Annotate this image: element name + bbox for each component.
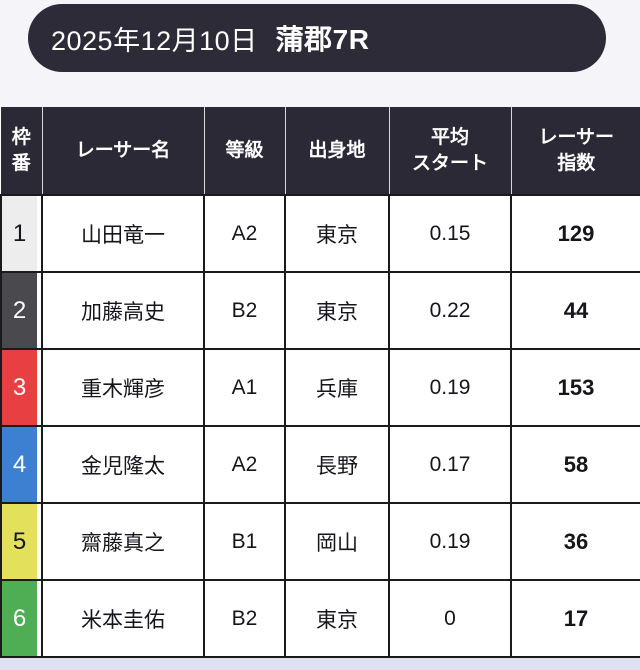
racer-name-cell: 金児隆太 bbox=[41, 425, 205, 504]
grade-cell: A2 bbox=[203, 425, 286, 504]
frame-color-swatch: 4 bbox=[3, 428, 37, 501]
origin-cell: 兵庫 bbox=[284, 348, 390, 427]
col-header-grade: 等級 bbox=[203, 107, 285, 195]
racer-index-cell: 36 bbox=[510, 502, 640, 581]
frame-number-cell: 1 bbox=[0, 194, 43, 273]
avg-start-cell: 0.19 bbox=[388, 348, 512, 427]
frame-number-cell: 6 bbox=[0, 579, 43, 658]
grade-cell: A2 bbox=[203, 194, 286, 273]
table-row: 6 米本圭佑 B2 東京 0 17 bbox=[0, 579, 640, 658]
grade-cell: B2 bbox=[203, 579, 286, 658]
page-header-area: 2025年12月10日 蒲郡7R bbox=[0, 0, 640, 107]
frame-color-swatch: 6 bbox=[3, 582, 37, 655]
racer-name-cell: 齋藤真之 bbox=[41, 502, 205, 581]
race-name: 蒲郡7R bbox=[275, 24, 370, 55]
grade-cell: B2 bbox=[203, 271, 286, 350]
col-header-frame-number: 枠 番 bbox=[1, 107, 42, 195]
avg-start-cell: 0.17 bbox=[388, 425, 512, 504]
grade-cell: A1 bbox=[203, 348, 286, 427]
racer-index-cell: 153 bbox=[510, 348, 640, 427]
avg-start-cell: 0.19 bbox=[388, 502, 512, 581]
racer-index-cell: 17 bbox=[510, 579, 640, 658]
origin-cell: 長野 bbox=[284, 425, 390, 504]
racer-index-cell: 129 bbox=[510, 194, 640, 273]
table-row: 5 齋藤真之 B1 岡山 0.19 36 bbox=[0, 502, 640, 581]
col-header-origin: 出身地 bbox=[284, 107, 389, 195]
avg-start-cell: 0 bbox=[388, 579, 512, 658]
origin-cell: 東京 bbox=[284, 271, 390, 350]
avg-start-cell: 0.22 bbox=[388, 271, 512, 350]
racer-name-cell: 加藤高史 bbox=[41, 271, 205, 350]
frame-color-swatch: 1 bbox=[3, 197, 37, 270]
col-header-racer-name: レーサー名 bbox=[41, 107, 204, 195]
avg-start-cell: 0.15 bbox=[388, 194, 512, 273]
frame-color-swatch: 5 bbox=[3, 505, 37, 578]
grade-cell: B1 bbox=[203, 502, 286, 581]
race-title-bar: 2025年12月10日 蒲郡7R bbox=[28, 4, 606, 72]
table-row: 1 山田竜一 A2 東京 0.15 129 bbox=[0, 194, 640, 273]
frame-color-swatch: 2 bbox=[3, 274, 37, 347]
racer-name-cell: 米本圭佑 bbox=[41, 579, 205, 658]
header-row: 枠 番 レーサー名 等級 出身地 平均 スタート レーサー 指数 bbox=[1, 107, 640, 195]
racer-name-cell: 重木輝彦 bbox=[41, 348, 205, 427]
origin-cell: 岡山 bbox=[284, 502, 390, 581]
col-header-racer-index: レーサー 指数 bbox=[510, 107, 640, 195]
racer-index-cell: 44 bbox=[510, 271, 640, 350]
racer-table: 枠 番 レーサー名 等級 出身地 平均 スタート レーサー 指数 1 山田竜一 … bbox=[0, 107, 640, 658]
origin-cell: 東京 bbox=[284, 579, 390, 658]
col-header-avg-start: 平均 スタート bbox=[388, 107, 511, 195]
racer-table-header: 枠 番 レーサー名 等級 出身地 平均 スタート レーサー 指数 bbox=[1, 107, 640, 195]
footer-strip bbox=[0, 658, 640, 670]
racer-name-cell: 山田竜一 bbox=[41, 194, 205, 273]
frame-number-cell: 2 bbox=[0, 271, 43, 350]
frame-number-cell: 4 bbox=[0, 425, 43, 504]
racer-table-body: 1 山田竜一 A2 東京 0.15 129 2 加藤高史 B2 東京 0.22 … bbox=[0, 194, 640, 658]
frame-color-swatch: 3 bbox=[3, 351, 37, 424]
frame-number-cell: 5 bbox=[0, 502, 43, 581]
frame-number-cell: 3 bbox=[0, 348, 43, 427]
table-row: 4 金児隆太 A2 長野 0.17 58 bbox=[0, 425, 640, 504]
table-row: 2 加藤高史 B2 東京 0.22 44 bbox=[0, 271, 640, 350]
origin-cell: 東京 bbox=[284, 194, 390, 273]
table-row: 3 重木輝彦 A1 兵庫 0.19 153 bbox=[0, 348, 640, 427]
race-date: 2025年12月10日 bbox=[51, 25, 258, 56]
racer-index-cell: 58 bbox=[510, 425, 640, 504]
